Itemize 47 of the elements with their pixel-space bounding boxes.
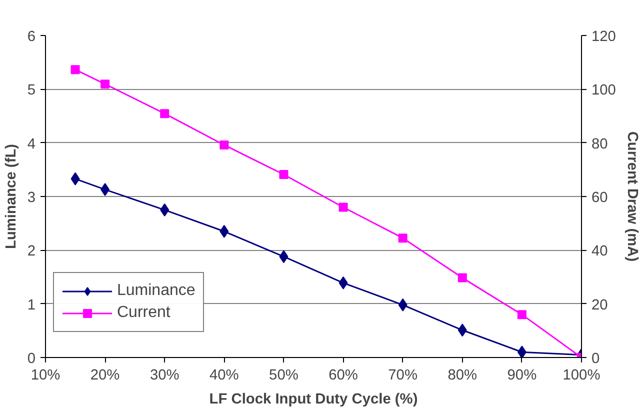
y-tick-label: 4 xyxy=(27,136,36,152)
point xyxy=(458,324,467,337)
y-tick-label: 1 xyxy=(27,297,36,314)
point xyxy=(220,224,229,238)
x-tick-label: 40% xyxy=(210,368,239,384)
point xyxy=(517,310,526,320)
y2-tick-label: 60 xyxy=(592,190,608,206)
x-tick-label: 10% xyxy=(30,368,60,384)
legend-label: Luminance xyxy=(117,282,196,300)
x-tick-label: 80% xyxy=(448,368,478,384)
y2-tick-label: 100 xyxy=(592,82,616,99)
y-tick-label: 2 xyxy=(27,244,36,260)
x-tick-label: 30% xyxy=(150,368,180,384)
x-tick-label: 90% xyxy=(507,368,537,384)
y2-axis-title: Current Draw (mA) xyxy=(624,131,640,262)
point xyxy=(338,276,348,290)
point xyxy=(458,273,467,282)
y2-tick-label: 0 xyxy=(592,351,600,367)
point xyxy=(338,202,348,212)
y-tick-label: 5 xyxy=(27,82,36,99)
point xyxy=(279,250,288,264)
point xyxy=(100,80,110,89)
y-tick-label: 3 xyxy=(27,190,36,206)
point xyxy=(100,183,110,196)
x-tick-label: 60% xyxy=(328,368,358,384)
y-tick-label: 6 xyxy=(27,29,36,45)
legend-label: Current xyxy=(117,304,170,322)
y2-tick-label: 120 xyxy=(592,29,616,45)
point xyxy=(398,234,408,243)
point xyxy=(160,203,170,216)
x-tick-label: 100% xyxy=(562,368,600,384)
x-axis-title: LF Clock Input Duty Cycle (%) xyxy=(209,392,418,408)
x-tick-label: 50% xyxy=(269,368,298,384)
point xyxy=(517,346,526,358)
y2-tick-label: 80 xyxy=(592,136,608,152)
y-axis-title: Luminance (fL) xyxy=(3,144,20,250)
y2-tick-label: 40 xyxy=(592,244,608,260)
point xyxy=(279,170,288,179)
y-tick-label: 0 xyxy=(27,351,36,367)
x-tick-label: 70% xyxy=(388,368,418,384)
point xyxy=(398,298,408,312)
x-tick-label: 20% xyxy=(90,368,120,384)
point xyxy=(70,172,80,186)
point xyxy=(160,109,170,118)
point xyxy=(220,140,229,150)
point xyxy=(70,65,80,74)
y2-tick-label: 20 xyxy=(592,297,608,314)
